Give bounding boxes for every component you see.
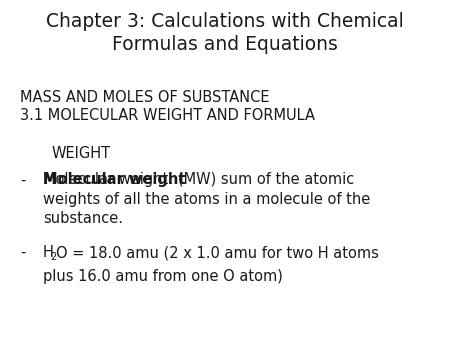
- Text: 3.1 MOLECULAR WEIGHT AND FORMULA: 3.1 MOLECULAR WEIGHT AND FORMULA: [20, 108, 315, 123]
- Text: -: -: [20, 172, 26, 187]
- Text: plus 16.0 amu from one O atom): plus 16.0 amu from one O atom): [43, 269, 283, 284]
- Text: Molecular weight: (MW) sum of the atomic
weights of all the atoms in a molecule : Molecular weight: (MW) sum of the atomic…: [43, 172, 370, 226]
- Text: WEIGHT: WEIGHT: [52, 146, 111, 161]
- Text: Molecular weight: Molecular weight: [43, 172, 185, 187]
- Text: O = 18.0 amu (2 x 1.0 amu for two H atoms: O = 18.0 amu (2 x 1.0 amu for two H atom…: [56, 245, 379, 260]
- Text: H: H: [43, 245, 54, 260]
- Text: -: -: [20, 245, 26, 260]
- Text: MASS AND MOLES OF SUBSTANCE: MASS AND MOLES OF SUBSTANCE: [20, 90, 270, 104]
- Text: Chapter 3: Calculations with Chemical
Formulas and Equations: Chapter 3: Calculations with Chemical Fo…: [46, 12, 404, 54]
- Text: 2: 2: [50, 252, 56, 263]
